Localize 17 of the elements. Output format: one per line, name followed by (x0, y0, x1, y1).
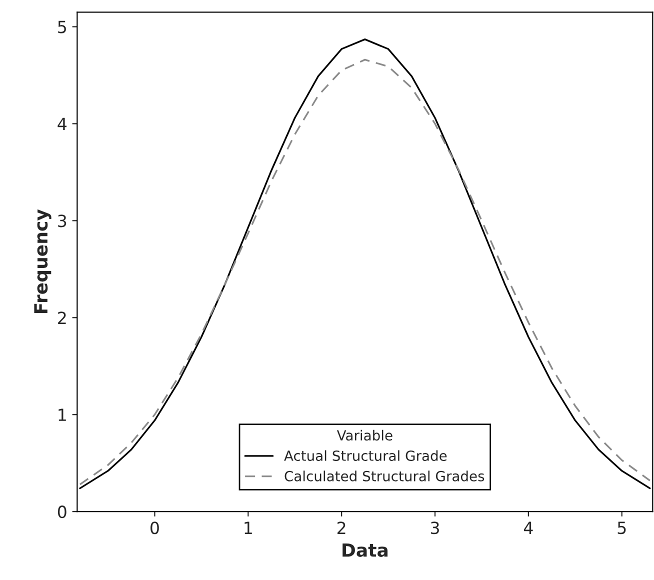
legend-label: Actual Structural Grade (284, 450, 447, 461)
y-tick-label: 2 (58, 312, 66, 324)
x-tick-label: 3 (430, 522, 439, 534)
y-tick-label: 5 (58, 20, 66, 34)
x-axis-title: Data (342, 544, 388, 557)
x-tick-label: 2 (337, 522, 346, 534)
x-tick-label: 0 (150, 522, 159, 534)
x-tick-label: 4 (524, 522, 533, 534)
y-tick-label: 0 (58, 506, 66, 518)
x-tick-label: 5 (618, 522, 626, 534)
y-tick-label: 1 (58, 408, 66, 421)
y-tick-label: 4 (58, 118, 67, 130)
y-tick-label: 3 (58, 214, 66, 228)
y-axis-title: Frequency (34, 209, 52, 314)
legend-title: Variable (336, 430, 392, 441)
x-tick-label: 1 (244, 522, 252, 534)
legend-label: Calculated Structural Grades (284, 470, 484, 482)
